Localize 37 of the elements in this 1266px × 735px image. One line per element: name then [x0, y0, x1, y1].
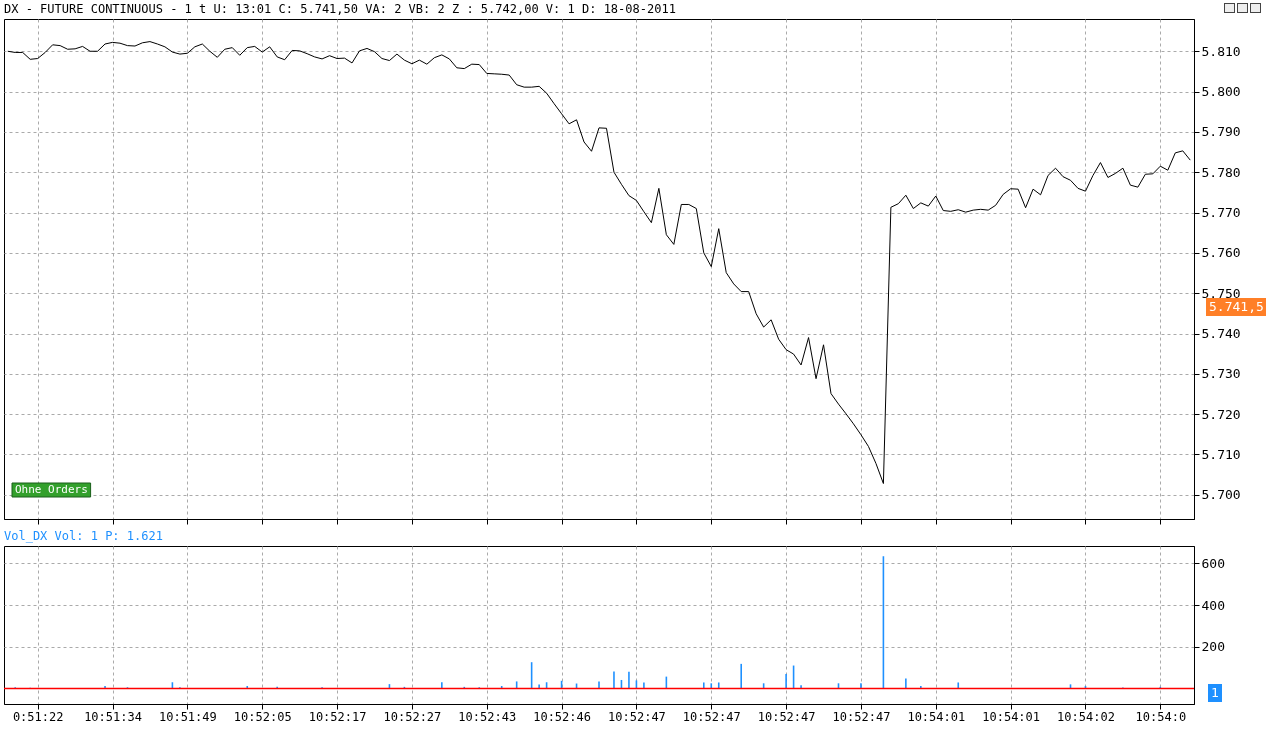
x-tick-label: 10:54:01 — [982, 709, 1041, 724]
x-tick-label: 10:52:47 — [757, 709, 816, 724]
y-tick-label: 5.780 — [1201, 164, 1241, 180]
x-tick-label: 10:52:47 — [682, 709, 741, 724]
annotation: Ohne Orders — [15, 483, 88, 496]
x-tick-label: 10:52:47 — [608, 709, 666, 724]
x-tick-label: 10:51:34 — [84, 709, 142, 724]
line-series — [7, 41, 1191, 485]
y-tick-label: 5.800 — [1201, 84, 1241, 100]
x-tick-label: 10:51:49 — [158, 709, 217, 724]
y-tick-label: 400 — [1201, 597, 1225, 613]
y-tick-label: 5.790 — [1201, 124, 1241, 140]
y-tick-label: 5.720 — [1201, 406, 1241, 422]
y-tick-label: 5.770 — [1201, 205, 1241, 221]
y-tick-label: 5.700 — [1201, 487, 1241, 503]
x-tick-label: 10:52:27 — [383, 709, 442, 724]
x-tick-label: 10:52:47 — [832, 709, 891, 724]
x-tick-label: 10:54:02 — [1057, 709, 1115, 724]
x-tick-label: 10:52:43 — [458, 709, 517, 724]
y-tick-label: 5.750 — [1201, 285, 1241, 301]
y-tick-label: 600 — [1201, 555, 1225, 571]
chart-title: Vol_DX Vol: 1 P: 1.621 — [4, 529, 163, 543]
y-tick-label: 200 — [1201, 639, 1225, 655]
y-tick-label: 5.730 — [1201, 366, 1241, 382]
y-tick-label: 5.740 — [1201, 326, 1241, 342]
y-tick-label: 5.710 — [1201, 446, 1241, 462]
x-tick-label: 10:54:0 — [1135, 709, 1187, 724]
text: 5.741,5 — [1209, 299, 1264, 314]
y-tick-label: 5.760 — [1201, 245, 1241, 261]
x-tick-label: 0:51:22 — [12, 709, 64, 724]
x-tick-label: 10:52:17 — [308, 709, 367, 724]
x-tick-label: 10:54:01 — [907, 709, 966, 724]
x-tick-label: 10:52:05 — [233, 709, 292, 724]
chart-title: DX - FUTURE CONTINUOUS - 1 t U: 13:01 C: 5.741,50 VA: 2 VB: 2 Z : 5.742,00 V: 1 D: 18-08-2011 — [4, 2, 676, 16]
x-tick-label: 10:52:46 — [533, 709, 591, 724]
y-tick-label: 5.810 — [1201, 43, 1241, 59]
text: 1 — [1211, 685, 1219, 700]
